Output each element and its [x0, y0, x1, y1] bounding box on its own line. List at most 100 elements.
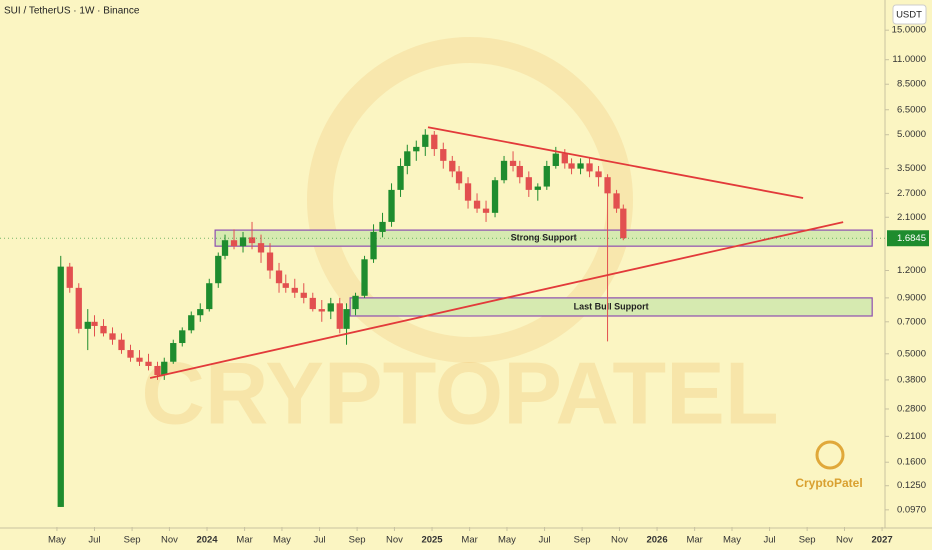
candle-body [568, 163, 575, 169]
x-tick-label: Mar [236, 535, 252, 546]
x-tick-label: Jul [88, 535, 100, 546]
support-zone [349, 297, 873, 317]
candle-body [379, 221, 386, 232]
candle-body [327, 303, 334, 312]
candle-body [440, 149, 447, 161]
x-tick-label: Sep [124, 535, 141, 546]
candle-body [620, 208, 627, 239]
candle-body [500, 160, 508, 181]
candle-body [118, 339, 125, 351]
y-tick-label: 0.1250 [897, 480, 926, 491]
candle-body [127, 350, 134, 358]
candle-body [275, 270, 283, 284]
y-tick-label: 0.0970 [897, 504, 926, 515]
candle-body [248, 237, 256, 244]
price-label-bg [887, 230, 929, 247]
candle-body [431, 134, 438, 150]
candle-body [154, 365, 161, 376]
candle-body [586, 163, 593, 172]
logo-text: CryptoPatel [795, 476, 862, 490]
candle-body [509, 160, 517, 166]
x-tick-label: Nov [386, 535, 403, 546]
candle-body [300, 292, 307, 298]
candle-body [215, 255, 222, 284]
candle-body [75, 287, 82, 329]
x-tick-label: May [723, 535, 741, 546]
x-tick-label: 2026 [646, 535, 667, 546]
x-tick-label: May [273, 535, 291, 546]
candle-body [188, 315, 195, 331]
x-tick-label: Sep [574, 535, 591, 546]
candle-body [136, 357, 143, 362]
candle-body [482, 208, 490, 213]
x-tick-label: Jul [763, 535, 775, 546]
candle-body [100, 325, 107, 334]
candle-body [91, 321, 98, 326]
candle-body [534, 186, 541, 190]
zone-label: Strong Support [511, 233, 577, 243]
x-tick-label: Nov [836, 535, 853, 546]
watermark-ring [307, 37, 633, 363]
y-tick-label: 0.5000 [897, 348, 926, 359]
candle-body [66, 266, 73, 288]
candle-body [473, 200, 481, 209]
candle-body [561, 153, 568, 164]
y-tick-label: 2.7000 [897, 188, 926, 199]
x-tick-label: Jul [313, 535, 325, 546]
candle-body [343, 309, 350, 329]
watermark-text: CRYPTOPATEL [141, 343, 778, 442]
candle-body [388, 189, 395, 222]
y-tick-label: 3.5000 [897, 163, 926, 174]
y-tick-label: 6.5000 [897, 104, 926, 115]
candle-body [449, 160, 456, 172]
candle-body [491, 180, 499, 213]
unit-box [892, 4, 927, 25]
trendline [427, 126, 804, 199]
zone-label: Last Bull Support [574, 301, 649, 311]
candle-body [336, 303, 343, 329]
x-tick-label: Sep [799, 535, 816, 546]
y-tick-label: 15.0000 [892, 25, 926, 36]
candle-body [370, 231, 377, 260]
y-tick-label: 8.5000 [897, 79, 926, 90]
candle-body [455, 171, 463, 184]
candle-body [206, 283, 213, 310]
x-tick-label: Jul [538, 535, 550, 546]
candle-body [239, 237, 247, 247]
y-tick-label: 1.2000 [897, 265, 926, 276]
candle-body [413, 146, 420, 152]
candle-body [57, 266, 64, 507]
candle-body [404, 151, 411, 166]
candle-body [577, 163, 584, 169]
y-tick-label: 5.0000 [897, 129, 926, 140]
candle-body [604, 177, 611, 194]
candle-body [397, 165, 404, 190]
y-tick-label: 0.3800 [897, 374, 926, 385]
candle-body [613, 193, 620, 209]
candle-body [291, 287, 298, 293]
y-tick-label: 0.9000 [897, 292, 926, 303]
y-tick-label: 0.2100 [897, 431, 926, 442]
candle-body [464, 183, 472, 201]
x-tick-label: 2024 [196, 535, 218, 546]
candle-body [221, 240, 229, 256]
price-label: 1.6845 [897, 233, 926, 244]
candle-body [352, 295, 359, 310]
y-tick-label: 0.2800 [897, 403, 926, 414]
candle-body [145, 361, 152, 366]
x-tick-label: Nov [161, 535, 178, 546]
candle-body [266, 252, 274, 271]
x-tick-label: 2027 [872, 535, 893, 546]
trendline [149, 221, 844, 379]
candle-body [318, 309, 325, 312]
candle-body [197, 309, 204, 316]
candle-body [179, 330, 186, 344]
x-tick-label: Sep [349, 535, 366, 546]
x-tick-label: May [498, 535, 516, 546]
candle-body [525, 177, 532, 190]
y-tick-label: 2.1000 [897, 212, 926, 223]
candle-body [282, 283, 289, 288]
candle-body [257, 243, 265, 253]
x-tick-label: Mar [686, 535, 702, 546]
x-tick-label: Nov [611, 535, 628, 546]
